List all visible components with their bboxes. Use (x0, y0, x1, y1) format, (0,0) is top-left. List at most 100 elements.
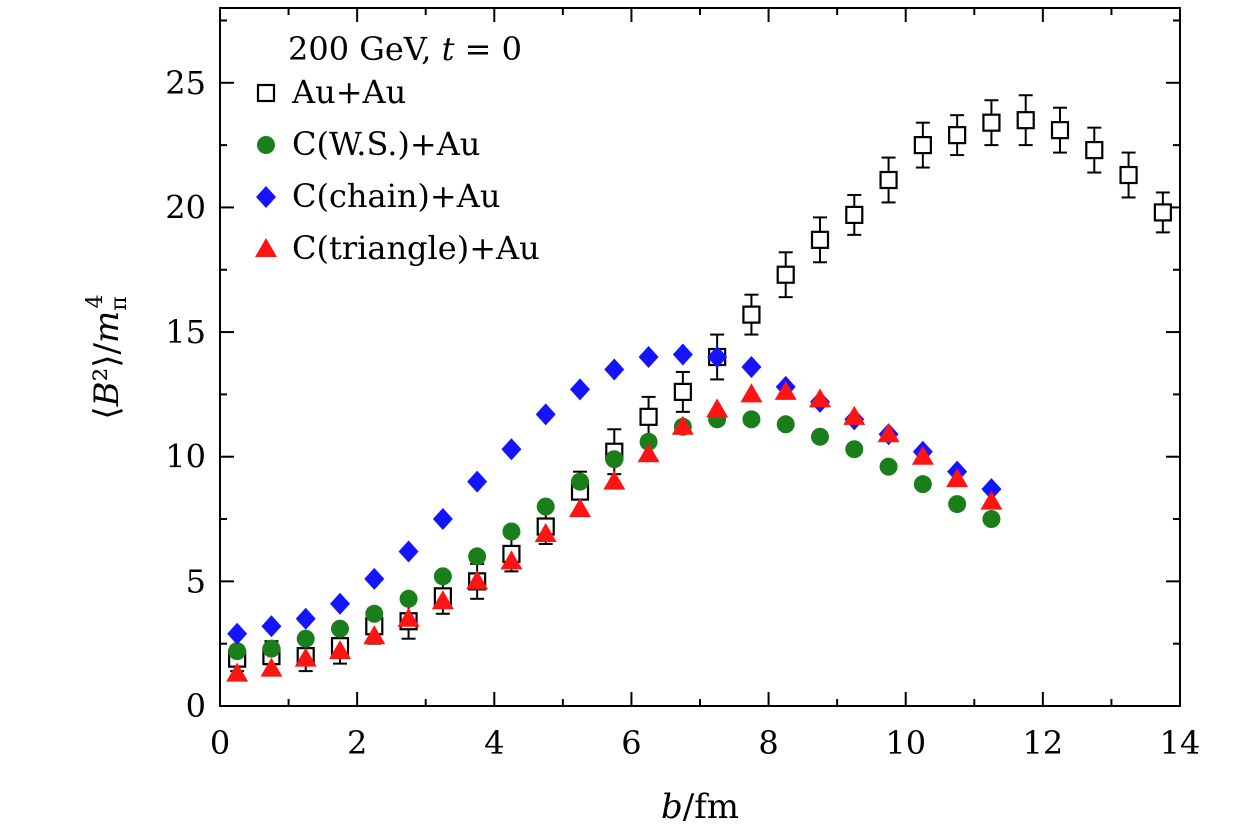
data-point (226, 662, 249, 682)
data-point (673, 382, 692, 401)
data-point (911, 445, 934, 465)
data-point (227, 622, 248, 645)
data-point (295, 607, 316, 630)
data-point (502, 522, 521, 541)
data-point (877, 423, 900, 443)
data-point (331, 619, 349, 638)
data-point (948, 126, 967, 145)
data-point (913, 475, 932, 494)
data-point (570, 378, 590, 401)
data-point (671, 415, 694, 435)
data-point (1085, 140, 1104, 160)
series-2 (227, 343, 1002, 645)
data-point (1050, 121, 1070, 140)
data-point (535, 403, 556, 426)
x-tick-label: 0 (210, 724, 230, 762)
data-point (228, 642, 247, 661)
data-point (571, 472, 589, 491)
data-point (399, 589, 418, 608)
data-point (845, 440, 864, 459)
plot-frame (219, 7, 1181, 707)
legend-marker (256, 83, 276, 103)
data-point (1153, 203, 1172, 222)
data-point (843, 405, 866, 425)
data-point (879, 457, 898, 476)
data-point (330, 592, 350, 615)
data-point (774, 380, 797, 400)
data-point (466, 570, 489, 590)
data-point (569, 498, 591, 518)
y-axis-title: ⟨B²⟩/mπ4 (83, 294, 132, 419)
data-point (982, 113, 1001, 132)
data-point (638, 346, 659, 368)
data-point (501, 438, 522, 461)
data-point (260, 657, 283, 677)
data-point (363, 625, 386, 645)
data-point (605, 450, 624, 469)
data-point (946, 468, 969, 488)
data-point (948, 495, 967, 514)
data-point (500, 550, 523, 570)
x-tick-label: 4 (484, 724, 504, 762)
data-point (534, 522, 557, 542)
data-point (467, 470, 488, 493)
x-tick-label: 12 (1022, 724, 1063, 762)
x-tick-label: 10 (885, 724, 926, 762)
x-axis-title: b/fm (661, 787, 739, 827)
data-point (879, 170, 898, 190)
data-point (982, 510, 1001, 529)
data-point (296, 629, 315, 648)
y-tick-label: 20 (165, 188, 206, 226)
data-point (981, 478, 1002, 501)
data-point (639, 432, 658, 451)
data-point (639, 407, 658, 426)
data-point (740, 383, 763, 403)
data-point (809, 388, 831, 408)
data-point (741, 355, 762, 378)
y-tick-label: 15 (165, 313, 206, 351)
data-point (398, 540, 419, 563)
y-tick-label: 0 (186, 687, 206, 725)
data-point (980, 490, 1003, 510)
data-point (329, 640, 351, 660)
data-point (468, 547, 487, 566)
x-tick-label: 6 (621, 724, 641, 762)
series-3 (226, 380, 1003, 682)
data-point (1119, 165, 1138, 185)
data-point (810, 230, 830, 249)
data-point (707, 346, 728, 368)
legend: 200 GeV, t = 0 Au+Au C(W.S.)+Au C(chain)+Au… (255, 30, 540, 267)
data-point (262, 639, 281, 658)
data-point (742, 305, 761, 324)
data-point (364, 567, 385, 590)
data-point (776, 265, 795, 284)
data-point (365, 604, 384, 623)
legend-title: 200 GeV, t = 0 (288, 30, 522, 68)
data-point (603, 470, 626, 490)
y-tick-label: 10 (165, 438, 206, 476)
legend-marker (255, 238, 277, 257)
data-point (536, 497, 555, 516)
legend-label: C(W.S.)+Au (292, 125, 480, 163)
legend-label: C(triangle)+Au (292, 229, 540, 267)
data-point (294, 647, 317, 667)
legend-label: Au+Au (291, 73, 406, 111)
y-tick-label: 5 (186, 562, 206, 600)
data-point (742, 410, 761, 429)
data-point (397, 607, 420, 627)
data-point (432, 508, 453, 531)
data-point (1016, 111, 1035, 130)
x-tick-label: 14 (1160, 724, 1201, 762)
data-point (261, 615, 282, 638)
data-point (672, 343, 693, 366)
data-point (431, 590, 454, 610)
data-point (913, 136, 932, 155)
legend-label: C(chain)+Au (292, 177, 500, 215)
data-point (706, 398, 729, 418)
data-point (637, 443, 660, 463)
x-tick-label: 8 (758, 724, 778, 762)
data-point (845, 205, 864, 225)
data-point (604, 358, 625, 381)
